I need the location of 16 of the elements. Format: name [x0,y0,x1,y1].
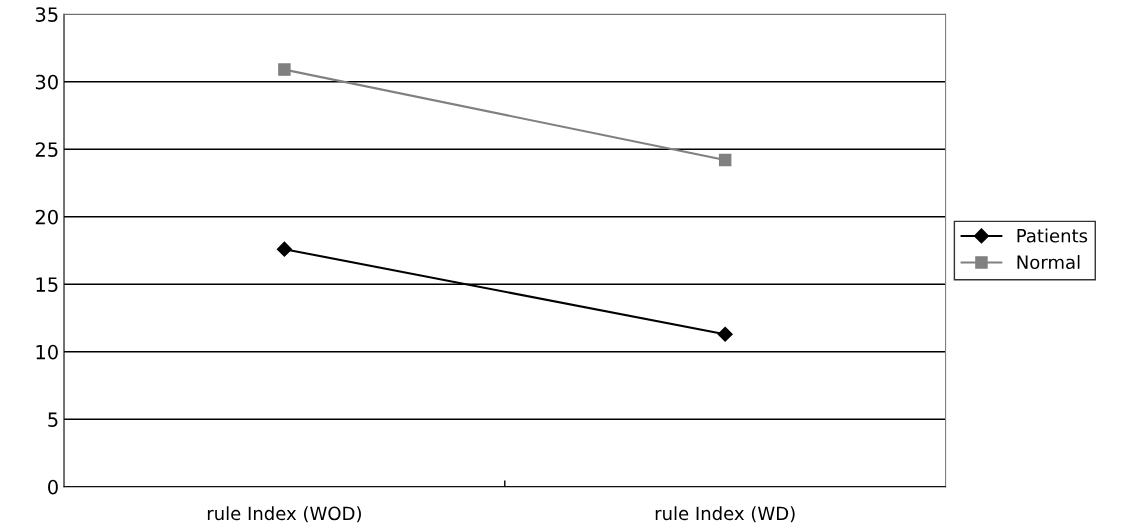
legend-label: Patients [1017,228,1088,243]
y-tick-label: 35 [35,7,58,22]
point [276,241,292,257]
x-tick-label: rule Index (WD) [655,506,795,523]
y-tick-label: 10 [36,344,58,360]
point [718,153,732,167]
legend-label: Normal [1017,255,1080,270]
point [278,63,291,76]
y-tick-label: 0 [48,479,58,495]
y-tick-label: 15 [36,277,58,292]
y-tick-label: 5 [48,412,58,427]
x-tick-label: rule Index (WOD) [207,506,361,523]
point [717,326,733,342]
y-tick-label: 30 [35,74,58,90]
y-tick-label: 20 [35,209,58,225]
y-tick-label: 25 [35,142,58,157]
